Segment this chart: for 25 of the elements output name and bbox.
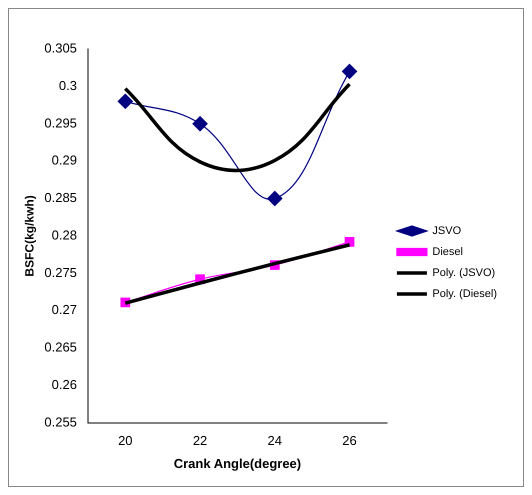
y-tick-label: 0.285 bbox=[44, 190, 77, 206]
y-tick-label: 0.29 bbox=[52, 152, 77, 168]
legend-label: Poly. (Diesel) bbox=[432, 288, 498, 300]
point bbox=[342, 64, 358, 80]
legend-label: JSVO bbox=[432, 225, 462, 238]
x-tick-label: 20 bbox=[118, 433, 133, 448]
point bbox=[192, 116, 208, 132]
point bbox=[267, 190, 282, 206]
legend-label: Poly. (JSVO) bbox=[432, 267, 496, 280]
y-axis-title: BSFC(kg/kwh) bbox=[22, 195, 37, 277]
y-tick-label: 0.28 bbox=[52, 227, 77, 242]
y-tick-label: 0.3 bbox=[58, 78, 77, 93]
x-tick-label: 24 bbox=[268, 433, 282, 448]
y-tick-label: 0.26 bbox=[52, 377, 77, 392]
point bbox=[118, 94, 133, 109]
y-tick-label: 0.295 bbox=[44, 115, 77, 130]
x-tick-label: 22 bbox=[192, 433, 208, 448]
y-tick-label: 0.305 bbox=[44, 40, 77, 56]
legend-label: Diesel bbox=[432, 246, 463, 258]
y-tick-label: 0.265 bbox=[44, 340, 77, 355]
y-tick-label: 0.27 bbox=[52, 302, 77, 318]
x-axis-title: Crank Angle(degree) bbox=[174, 456, 302, 471]
y-tick-label: 0.255 bbox=[44, 414, 77, 430]
y-tick-label: 0.275 bbox=[44, 264, 77, 280]
x-tick-label: 26 bbox=[342, 433, 357, 448]
